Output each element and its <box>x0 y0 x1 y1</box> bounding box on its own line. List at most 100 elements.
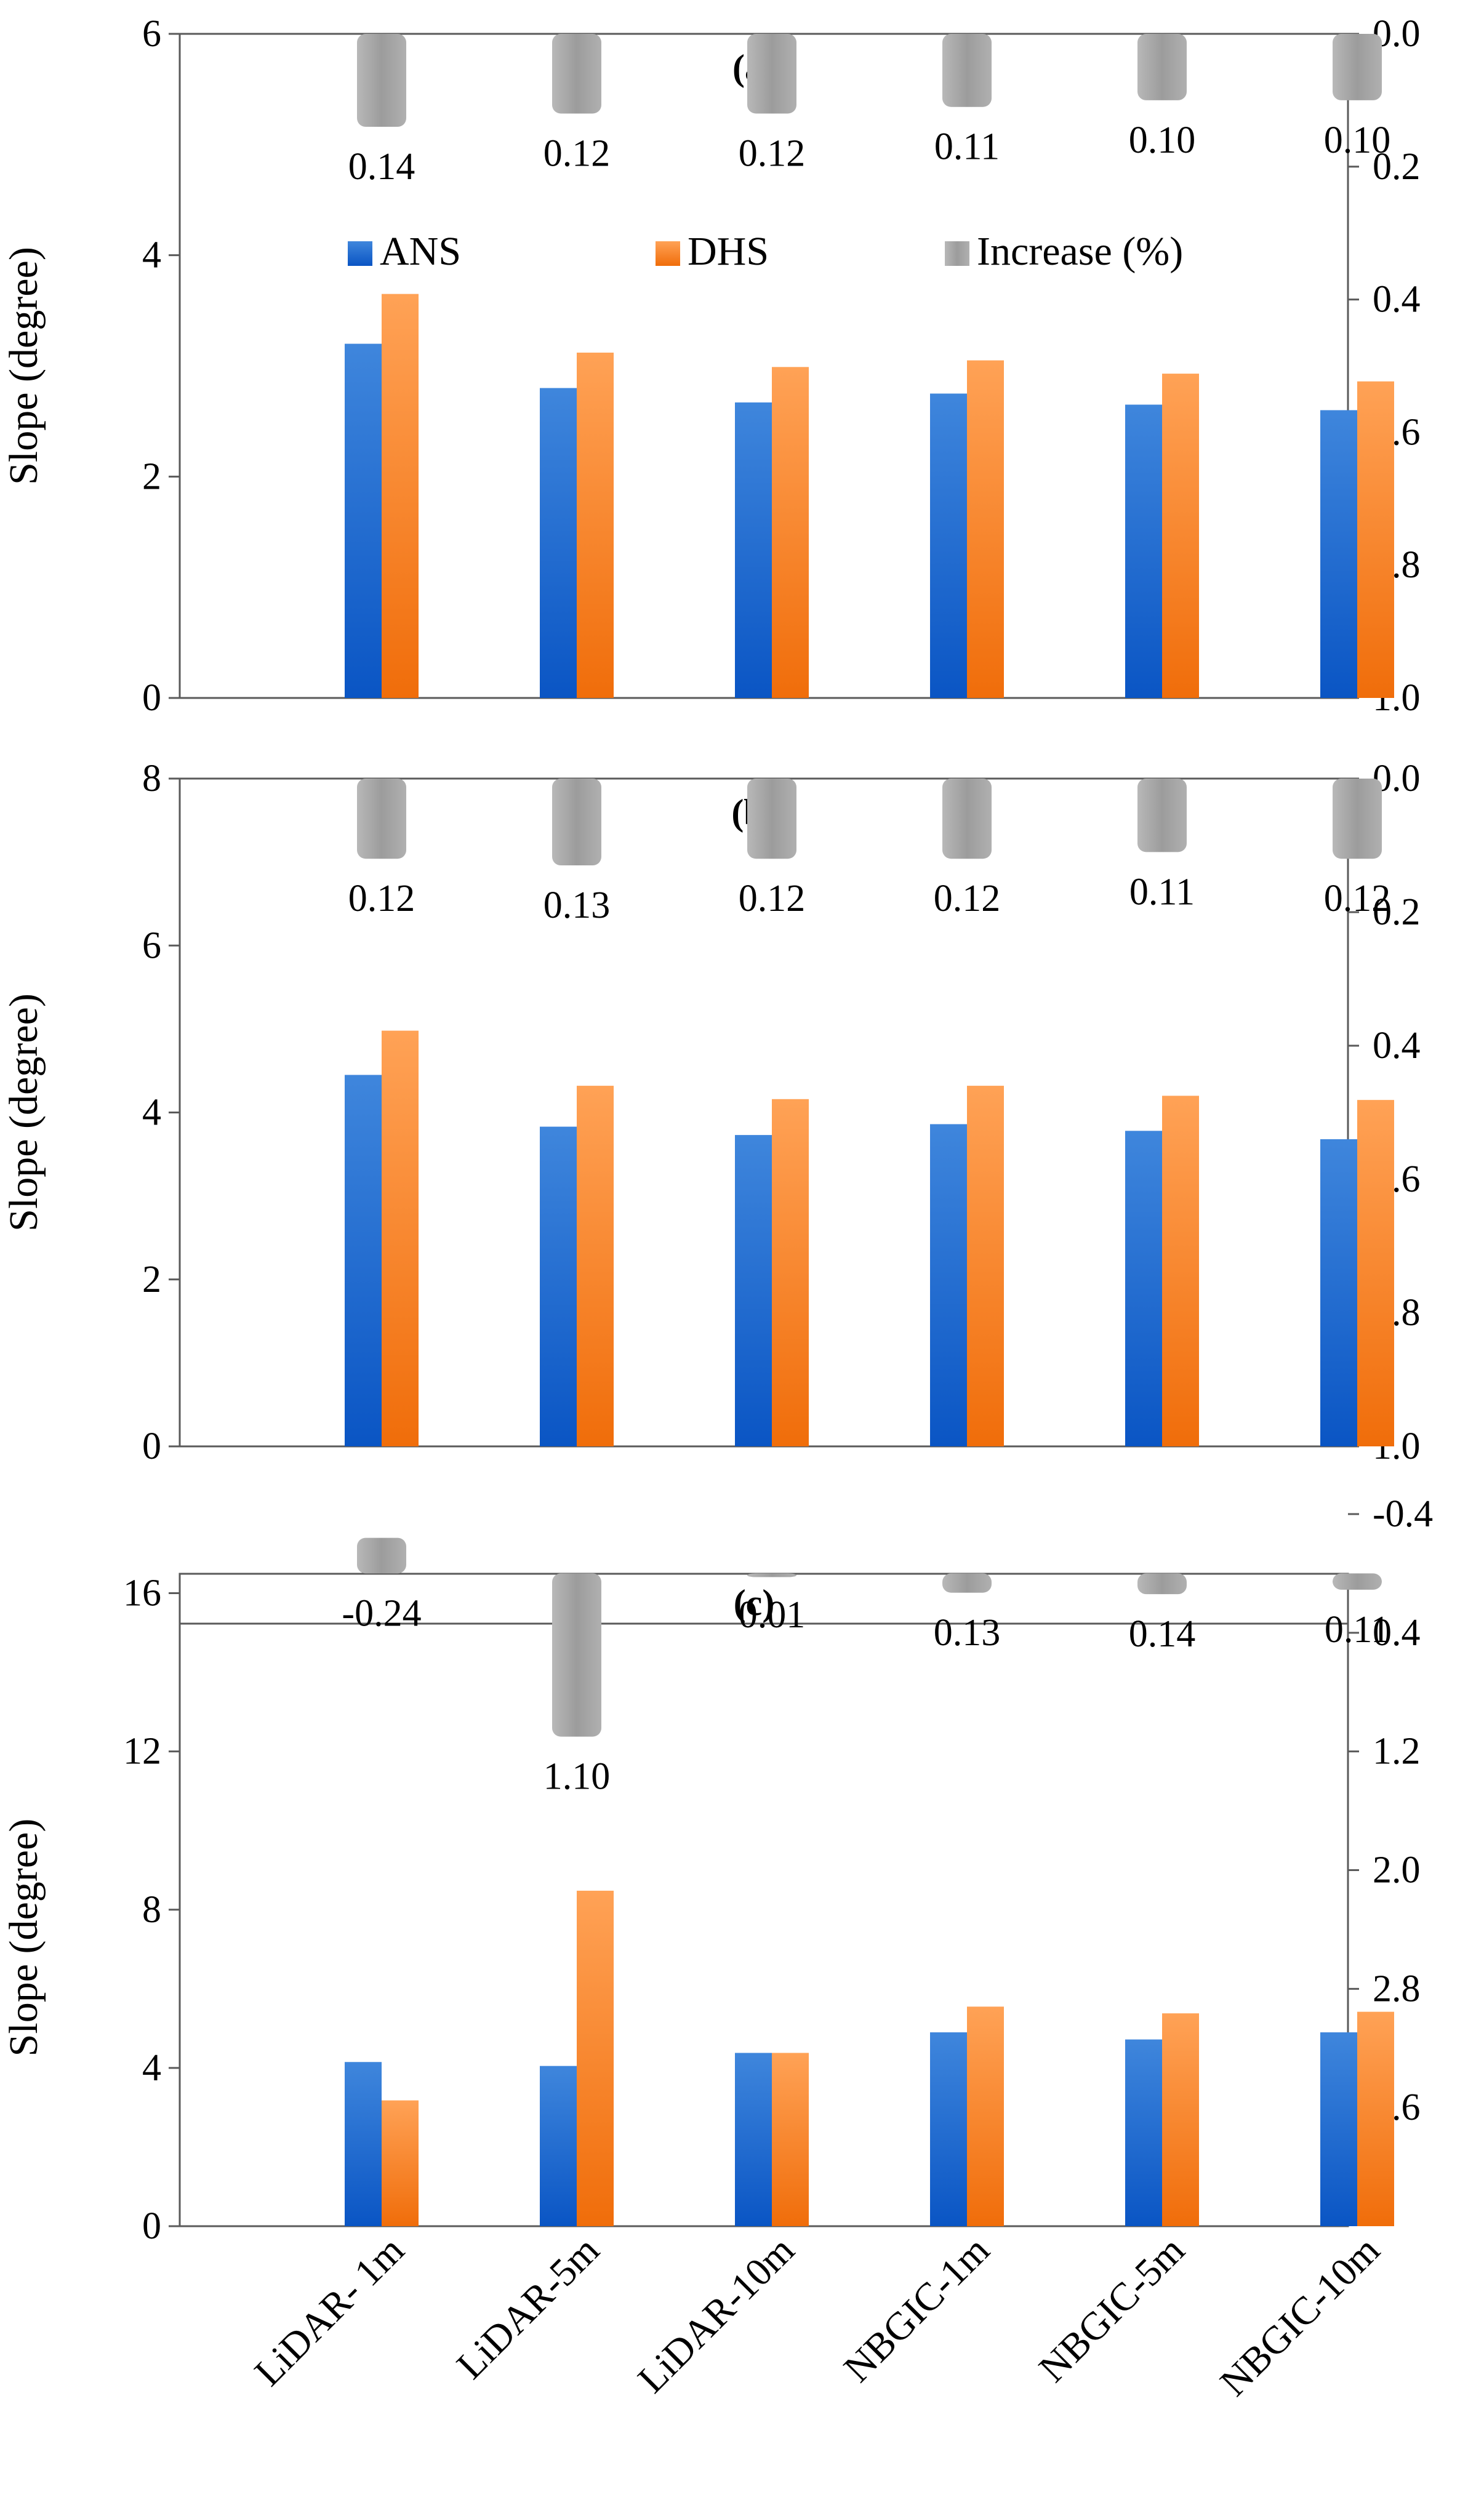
bar-ans <box>1125 2039 1162 2226</box>
bar-increase <box>552 779 601 866</box>
bar-dhs <box>1162 374 1199 698</box>
legend-label: ANS <box>380 229 461 274</box>
y2-tick-label: 0.4 <box>1373 1612 1421 1654</box>
bar-dhs <box>382 294 419 698</box>
increase-data-label: 0.12 <box>543 132 611 174</box>
bar-dhs <box>967 360 1004 698</box>
increase-data-label: 0.13 <box>543 884 611 926</box>
legend: ANS DHS Increase (%) <box>348 229 1183 274</box>
bar-increase <box>1333 779 1382 859</box>
x-tick-label: LiDAR-10m <box>629 2228 802 2401</box>
increase-data-label: 0.10 <box>1324 119 1391 161</box>
increase-data-label: -0.24 <box>342 1592 421 1634</box>
bar-dhs <box>1162 1096 1199 1446</box>
bar-increase <box>552 1573 601 1737</box>
y-tick-label: 16 <box>123 1573 161 1614</box>
y-tick-label: 2 <box>142 1259 161 1301</box>
increase-data-label: 0.13 <box>934 1612 1001 1654</box>
bar-ans <box>735 402 772 698</box>
bar-increase <box>357 34 406 127</box>
increase-data-label: 0.12 <box>348 878 415 920</box>
x-tick-label: LiDAR- 1m <box>246 2228 412 2394</box>
bar-dhs <box>772 367 809 698</box>
bar-ans <box>540 2066 577 2226</box>
legend-swatch-dhs <box>656 241 680 266</box>
legend-label: Increase (%) <box>977 229 1183 274</box>
bar-dhs <box>772 1099 809 1446</box>
y-tick-label: 6 <box>142 924 161 966</box>
bar-increase <box>357 1537 406 1574</box>
bar-ans <box>1320 1139 1357 1446</box>
x-tick-label: NBGIC-1m <box>835 2228 998 2391</box>
increase-data-label: 0.10 <box>1129 119 1196 161</box>
bar-dhs <box>1357 1100 1394 1446</box>
bar-dhs <box>1357 2011 1394 2226</box>
bar-dhs <box>967 1086 1004 1446</box>
bar-increase <box>747 779 796 859</box>
bar-increase <box>747 34 796 114</box>
increase-data-label: 0.12 <box>739 878 806 920</box>
increase-data-label: 0.12 <box>934 878 1001 920</box>
y2-tick-label: 0.2 <box>1373 146 1421 188</box>
bar-increase <box>1333 34 1382 100</box>
legend-label: DHS <box>688 229 769 274</box>
bar-dhs <box>1162 2013 1199 2226</box>
y2-tick-label: 2.8 <box>1373 1968 1421 2010</box>
bar-increase <box>942 779 992 859</box>
bar-ans <box>1320 410 1357 698</box>
bar-increase <box>942 34 992 107</box>
bar-ans <box>930 1124 967 1446</box>
increase-data-label: 0.11 <box>934 126 1000 168</box>
bar-dhs <box>382 2100 419 2226</box>
increase-data-label: 0.01 <box>739 1594 806 1636</box>
increase-data-label: 0.12 <box>1324 878 1391 920</box>
bar-ans <box>345 2062 382 2226</box>
bar-ans <box>930 2032 967 2226</box>
y-axis-title: Slope (degree) <box>1 993 46 1232</box>
y-tick-label: 4 <box>142 2047 161 2089</box>
bar-ans <box>1125 404 1162 698</box>
y2-tick-label: 2.0 <box>1373 1850 1421 1891</box>
legend-swatch-increase <box>945 241 969 266</box>
increase-data-label: 0.12 <box>739 132 806 174</box>
bar-ans <box>540 1126 577 1446</box>
bar-increase <box>357 779 406 859</box>
bar-increase <box>1137 1573 1187 1595</box>
bar-ans <box>735 1135 772 1446</box>
y-tick-label: 4 <box>142 1092 161 1134</box>
bar-ans <box>930 393 967 698</box>
y-tick-label: 0 <box>142 1425 161 1467</box>
bar-dhs <box>382 1030 419 1446</box>
bar-dhs <box>577 352 614 698</box>
y-tick-label: 8 <box>142 1889 161 1931</box>
y-tick-label: 0 <box>142 677 161 719</box>
y2-tick-label: 0.4 <box>1373 1025 1421 1067</box>
y-tick-label: 4 <box>142 234 161 276</box>
x-tick-label: LiDAR-5m <box>448 2228 608 2387</box>
bar-ans <box>540 388 577 698</box>
legend-swatch-ans <box>348 241 372 266</box>
y-tick-label: 6 <box>142 13 161 55</box>
bar-dhs <box>967 2006 1004 2226</box>
y2-tick-label: 0.2 <box>1373 891 1421 933</box>
increase-data-label: 0.14 <box>1129 1613 1196 1655</box>
bar-ans <box>735 2053 772 2226</box>
increase-data-label: 0.11 <box>1129 871 1195 913</box>
x-tick-label: NBGIC-5m <box>1030 2228 1193 2391</box>
x-tick-label: NBGIC-10m <box>1211 2228 1388 2405</box>
bar-dhs <box>577 1890 614 2226</box>
bar-ans <box>345 343 382 698</box>
y-tick-label: 12 <box>123 1731 161 1773</box>
increase-data-label: 0.14 <box>348 146 415 188</box>
y2-tick-label: 1.2 <box>1373 1731 1421 1773</box>
bar-increase <box>1137 779 1187 852</box>
bar-increase <box>1333 1573 1382 1590</box>
bar-dhs <box>577 1086 614 1446</box>
y-tick-label: 2 <box>142 455 161 497</box>
increase-data-label: 1.10 <box>543 1756 611 1798</box>
bar-increase <box>552 34 601 114</box>
y-axis-title: Slope (degree) <box>1 1819 46 2057</box>
